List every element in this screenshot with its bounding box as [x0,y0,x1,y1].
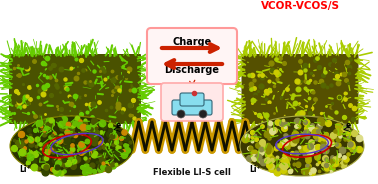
FancyBboxPatch shape [147,28,237,84]
Text: VCOR-VCOS/S: VCOR-VCOS/S [260,1,339,11]
Text: Li⁺: Li⁺ [249,164,261,174]
FancyBboxPatch shape [161,83,223,121]
FancyBboxPatch shape [242,54,358,124]
Circle shape [177,110,185,118]
Ellipse shape [244,58,356,120]
Text: e: e [115,121,121,130]
FancyBboxPatch shape [172,100,212,115]
Ellipse shape [11,58,139,120]
FancyBboxPatch shape [9,54,141,124]
Text: Flexible LI-S cell: Flexible LI-S cell [153,168,231,177]
Text: e: e [345,121,351,130]
Text: Li⁺: Li⁺ [19,164,31,174]
Ellipse shape [240,116,364,176]
Text: Discharge: Discharge [164,65,220,75]
Ellipse shape [10,116,134,176]
Text: Charge: Charge [172,37,212,47]
Circle shape [199,110,207,118]
FancyBboxPatch shape [180,93,204,106]
